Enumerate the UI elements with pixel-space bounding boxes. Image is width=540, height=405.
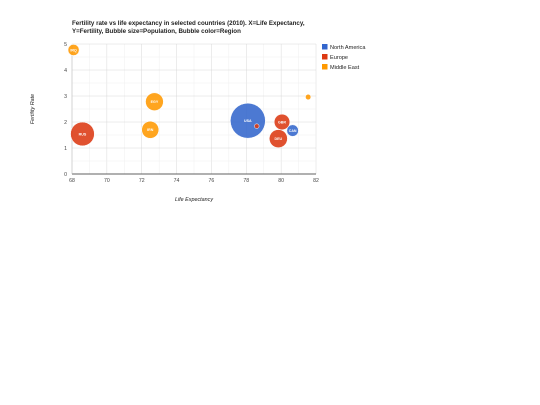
chart-title-line: Y=Fertility, Bubble size=Population, Bub… — [72, 28, 241, 35]
legend-item[interactable]: North America — [322, 44, 366, 51]
bubble-circle[interactable] — [70, 121, 95, 147]
bubble-dnk[interactable] — [254, 123, 260, 129]
bubble-usa[interactable]: USA — [230, 102, 266, 139]
bubble-circle[interactable] — [254, 123, 260, 129]
y-tick-label: 1 — [64, 146, 67, 152]
bubble-isr[interactable] — [305, 94, 312, 101]
bubble-circle[interactable] — [273, 113, 291, 131]
bubble-label: USA — [244, 119, 252, 123]
bubble-deu[interactable]: DEU — [269, 129, 288, 148]
legend: North America Europe Middle East — [322, 44, 366, 71]
x-tick-label: 78 — [243, 178, 249, 184]
legend-label: Europe — [330, 55, 348, 61]
x-tick-label: 72 — [139, 178, 145, 184]
axes: 68 70 72 74 76 78 80 82 0 1 2 3 4 5 — [64, 42, 319, 184]
bubble-gbr[interactable]: GBR — [273, 113, 291, 131]
y-tick-label: 2 — [64, 120, 67, 126]
bubble-label: CAN — [289, 129, 297, 133]
bubble-irq[interactable]: IRQ — [67, 44, 80, 56]
x-axis-title: Life Expectancy — [175, 197, 213, 203]
y-axis-title: Fertility Rate — [30, 94, 36, 124]
legend-item[interactable]: Europe — [322, 54, 348, 61]
bubble-label: IRN — [147, 128, 154, 132]
x-tick-label: 70 — [104, 178, 110, 184]
chart-title-line: Fertility rate vs life expectancy in sel… — [72, 20, 305, 27]
bubbles: USA RUS DEU EGY IRN GBR CAN IRQ — [67, 44, 312, 148]
legend-swatch — [322, 54, 328, 60]
bubble-circle[interactable] — [269, 129, 288, 148]
bubble-circle[interactable] — [145, 92, 164, 111]
legend-swatch — [322, 44, 328, 50]
bubble-label: EGY — [151, 100, 159, 104]
bubble-circle[interactable] — [230, 102, 266, 139]
y-tick-label: 5 — [64, 42, 67, 48]
x-tick-label: 82 — [313, 178, 319, 184]
y-tick-label: 0 — [64, 172, 67, 178]
x-tick-label: 76 — [209, 178, 215, 184]
legend-item[interactable]: Middle East — [322, 64, 360, 71]
x-tick-label: 74 — [174, 178, 180, 184]
bubble-can[interactable]: CAN — [286, 124, 299, 137]
bubble-irn[interactable]: IRN — [141, 121, 160, 139]
legend-label: North America — [330, 45, 366, 51]
bubble-circle[interactable] — [305, 94, 312, 101]
bubble-label: IRQ — [70, 48, 77, 52]
bubble-rus[interactable]: RUS — [70, 121, 95, 147]
y-tick-label: 4 — [64, 68, 67, 74]
bubble-label: GBR — [278, 120, 286, 124]
bubble-label: DEU — [275, 137, 283, 141]
bubble-circle[interactable] — [141, 121, 160, 139]
y-tick-label: 3 — [64, 94, 67, 100]
chart-title: Fertility rate vs life expectancy in sel… — [72, 20, 305, 35]
grid — [71, 43, 317, 175]
legend-swatch — [322, 64, 328, 70]
bubble-circle[interactable] — [286, 124, 299, 137]
x-tick-label: 80 — [278, 178, 284, 184]
bubble-circle[interactable] — [67, 44, 80, 56]
x-tick-label: 68 — [69, 178, 75, 184]
bubble-egy[interactable]: EGY — [145, 92, 164, 111]
bubble-label: RUS — [79, 132, 87, 136]
legend-label: Middle East — [330, 65, 360, 71]
